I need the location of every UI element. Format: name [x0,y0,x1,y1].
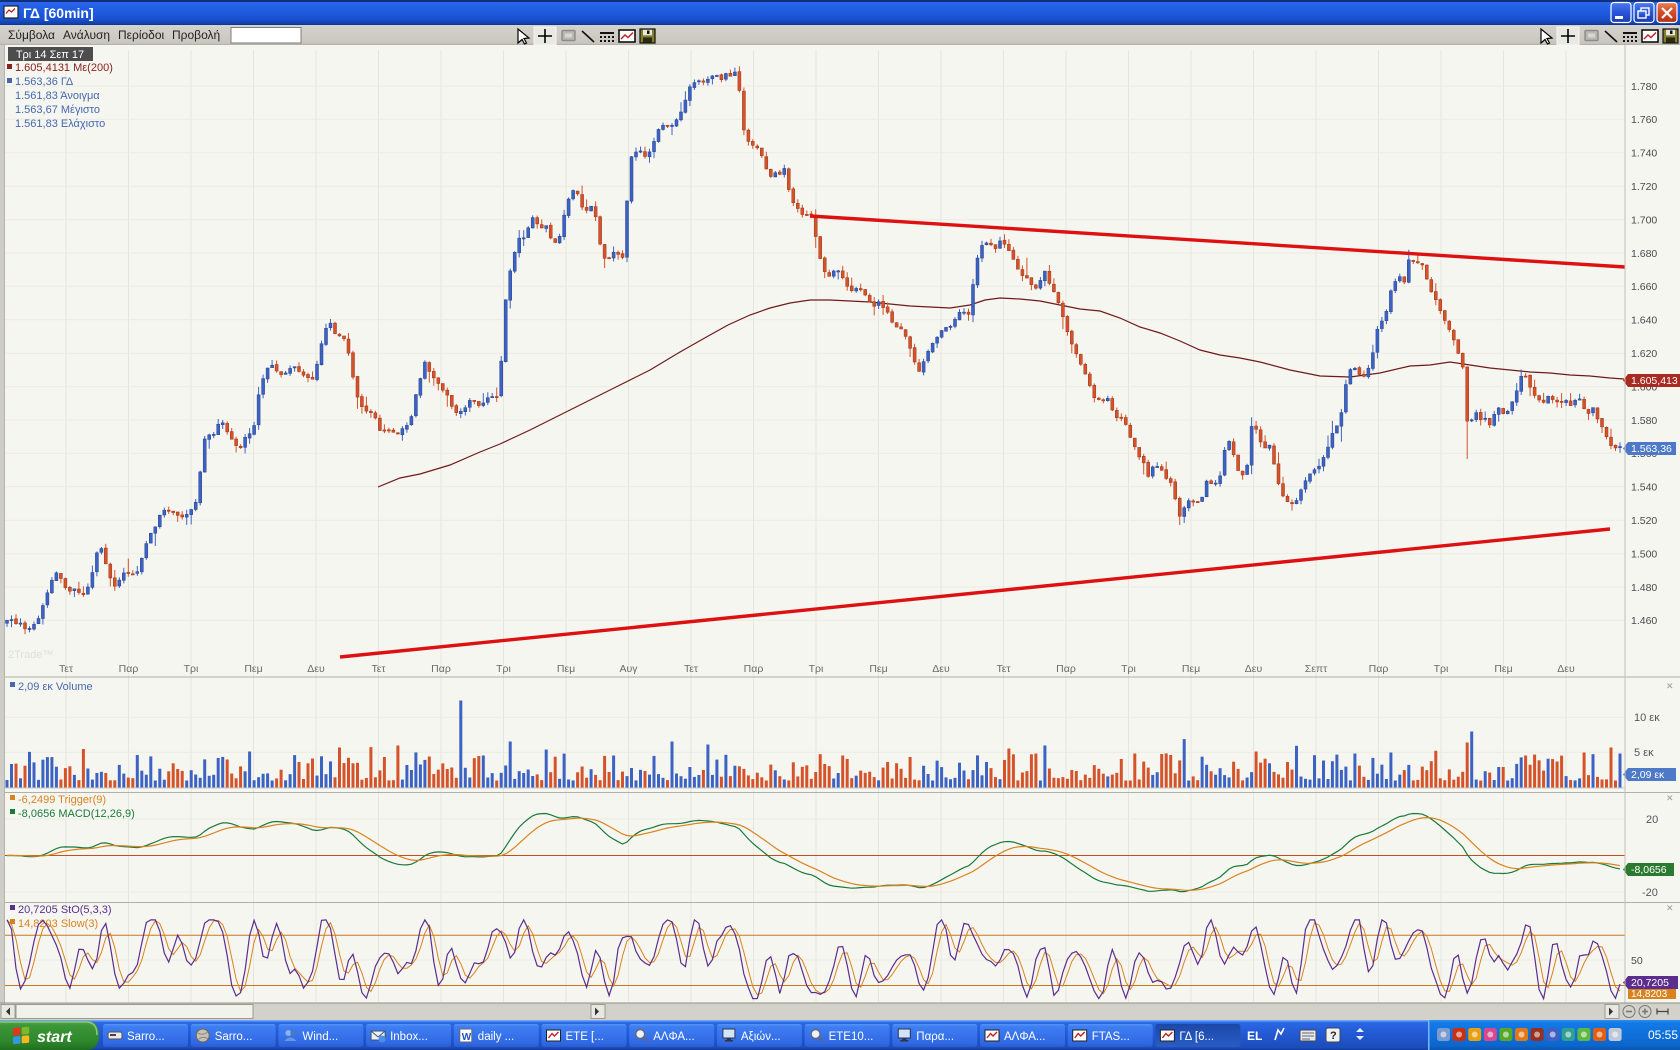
svg-text:20,7205: 20,7205 [1631,977,1669,989]
svg-text:Αυγ: Αυγ [620,663,639,675]
svg-text:Πεμ: Πεμ [244,663,262,675]
svg-text:Παρ: Παρ [119,663,139,675]
svg-text:Παρ: Παρ [431,663,451,675]
svg-text:-8,0656 MACD(12,26,9): -8,0656 MACD(12,26,9) [18,808,135,820]
svg-text:start: start [37,1029,72,1046]
svg-text:EL: EL [1247,1029,1262,1043]
svg-text:Σεπτ: Σεπτ [1305,663,1328,675]
svg-text:Δευ: Δευ [307,663,325,675]
svg-text:Sarro...: Sarro... [215,1031,253,1043]
svg-text:14,8203 Slow(3): 14,8203 Slow(3) [18,918,98,930]
svg-text:20: 20 [1646,814,1658,826]
svg-text:Τετ: Τετ [996,663,1011,675]
svg-text:Παρ: Παρ [1056,663,1076,675]
svg-text:1.700: 1.700 [1631,214,1657,226]
svg-text:Αξιών...: Αξιών... [741,1031,781,1043]
svg-text:5 εκ: 5 εκ [1634,747,1654,759]
svg-text:Inbox...: Inbox... [390,1031,428,1043]
svg-text:Τετ: Τετ [59,663,74,675]
svg-text:20,7205 StO(5,3,3): 20,7205 StO(5,3,3) [18,904,112,916]
svg-text:ETE [...: ETE [... [566,1031,604,1043]
svg-text:1.605,413: 1.605,413 [1631,375,1678,387]
svg-text:2Trade™: 2Trade™ [8,649,53,661]
svg-text:Τετ: Τετ [371,663,386,675]
svg-text:1.563,36: 1.563,36 [1631,443,1672,455]
svg-text:Τρι: Τρι [1121,663,1136,675]
svg-text:ΑΛΦΑ...: ΑΛΦΑ... [653,1031,694,1043]
svg-text:✕: ✕ [1666,793,1674,803]
svg-text:-6,2499 Trigger(9): -6,2499 Trigger(9) [18,794,106,806]
svg-text:-20: -20 [1642,887,1658,899]
svg-text:1.500: 1.500 [1631,548,1657,560]
svg-text:ΑΛΦΑ...: ΑΛΦΑ... [1004,1031,1045,1043]
svg-text:1.680: 1.680 [1631,248,1657,260]
svg-text:1.460: 1.460 [1631,615,1657,627]
svg-text:Τρι: Τρι [809,663,824,675]
svg-text:Δευ: Δευ [1557,663,1575,675]
svg-text:1.563,36 ΓΔ: 1.563,36 ΓΔ [15,76,74,88]
svg-text:50: 50 [1631,955,1643,967]
svg-text:1.720: 1.720 [1631,181,1657,193]
svg-text:1.561,83 Ελάχιστο: 1.561,83 Ελάχιστο [15,118,105,130]
svg-text:ΓΔ [6...: ΓΔ [6... [1179,1031,1214,1043]
svg-text:?: ? [1330,1030,1337,1042]
svg-text:Σύμβολα: Σύμβολα [8,28,55,42]
svg-text:-8,0656: -8,0656 [1631,864,1667,876]
svg-text:Τρι: Τρι [1434,663,1449,675]
svg-text:Wind...: Wind... [302,1031,338,1043]
svg-text:Τρι 14 Σεπ 17: Τρι 14 Σεπ 17 [16,49,84,61]
svg-text:Προβολή: Προβολή [172,28,220,42]
svg-text:10 εκ: 10 εκ [1634,712,1660,724]
svg-text:Τρι: Τρι [496,663,511,675]
svg-text:1.605,4131 Με(200): 1.605,4131 Με(200) [15,62,113,74]
svg-text:Παρ: Παρ [744,663,764,675]
svg-text:W: W [462,1032,472,1043]
svg-text:1.540: 1.540 [1631,482,1657,494]
svg-text:Πεμ: Πεμ [869,663,887,675]
svg-text:1.740: 1.740 [1631,148,1657,160]
svg-text:05:55: 05:55 [1648,1028,1678,1042]
svg-text:1.640: 1.640 [1631,315,1657,327]
svg-text:2,09 εκ: 2,09 εκ [1631,769,1665,781]
svg-text:1.563,67 Μέγιστο: 1.563,67 Μέγιστο [15,104,100,116]
svg-text:1.620: 1.620 [1631,348,1657,360]
svg-text:Πεμ: Πεμ [1182,663,1200,675]
svg-text:Τρι: Τρι [184,663,199,675]
svg-text:14,8203: 14,8203 [1631,989,1668,1000]
svg-text:FTAS...: FTAS... [1092,1031,1130,1043]
svg-text:1.660: 1.660 [1631,281,1657,293]
svg-text:1.760: 1.760 [1631,114,1657,126]
svg-text:Πεμ: Πεμ [1494,663,1512,675]
svg-text:1.580: 1.580 [1631,415,1657,427]
svg-text:ΕΤΕ10...: ΕΤΕ10... [829,1031,874,1043]
svg-text:Ανάλυση: Ανάλυση [63,28,110,42]
svg-text:Πεμ: Πεμ [557,663,575,675]
svg-text:Sarro...: Sarro... [127,1031,165,1043]
svg-text:Παρ: Παρ [1369,663,1389,675]
svg-text:2,09 εκ Volume: 2,09 εκ Volume [18,681,93,693]
svg-text:1.780: 1.780 [1631,81,1657,93]
svg-text:Τετ: Τετ [684,663,699,675]
svg-text:Περίοδοι: Περίοδοι [118,28,165,42]
svg-text:daily ...: daily ... [478,1031,514,1043]
svg-text:Δευ: Δευ [1245,663,1263,675]
svg-text:1.480: 1.480 [1631,582,1657,594]
svg-text:Δευ: Δευ [932,663,950,675]
svg-text:✕: ✕ [1666,903,1674,913]
svg-text:Παρα...: Παρα... [916,1031,954,1043]
svg-text:ΓΔ [60min]: ΓΔ [60min] [23,5,94,21]
svg-text:1.561,83 Άνοιγμα: 1.561,83 Άνοιγμα [15,90,100,102]
svg-text:1.520: 1.520 [1631,515,1657,527]
svg-text:✕: ✕ [1666,681,1674,691]
